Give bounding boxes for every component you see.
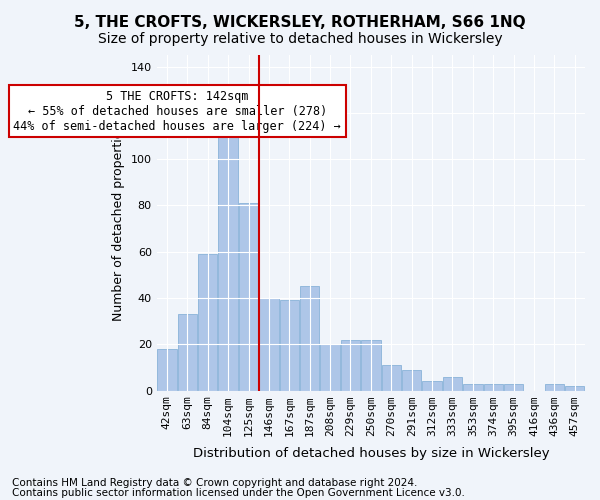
Bar bbox=[484, 384, 503, 390]
Bar bbox=[178, 314, 197, 390]
Text: 5 THE CROFTS: 142sqm
← 55% of detached houses are smaller (278)
44% of semi-deta: 5 THE CROFTS: 142sqm ← 55% of detached h… bbox=[13, 90, 341, 132]
Bar bbox=[341, 340, 360, 390]
Bar bbox=[157, 349, 176, 391]
Y-axis label: Number of detached properties: Number of detached properties bbox=[112, 124, 125, 322]
Bar bbox=[280, 300, 299, 390]
Bar bbox=[259, 298, 278, 390]
Text: 5, THE CROFTS, WICKERSLEY, ROTHERHAM, S66 1NQ: 5, THE CROFTS, WICKERSLEY, ROTHERHAM, S6… bbox=[74, 15, 526, 30]
Bar bbox=[504, 384, 523, 390]
Bar bbox=[463, 384, 482, 390]
Bar bbox=[545, 384, 564, 390]
Bar bbox=[402, 370, 421, 390]
Bar bbox=[361, 340, 380, 390]
Bar bbox=[443, 376, 462, 390]
Text: Size of property relative to detached houses in Wickersley: Size of property relative to detached ho… bbox=[98, 32, 502, 46]
Bar bbox=[218, 118, 238, 390]
Bar bbox=[239, 203, 258, 390]
Bar bbox=[565, 386, 584, 390]
Text: Contains public sector information licensed under the Open Government Licence v3: Contains public sector information licen… bbox=[12, 488, 465, 498]
Bar bbox=[320, 344, 340, 391]
Bar bbox=[382, 365, 401, 390]
Text: Contains HM Land Registry data © Crown copyright and database right 2024.: Contains HM Land Registry data © Crown c… bbox=[12, 478, 418, 488]
Bar bbox=[422, 382, 442, 390]
X-axis label: Distribution of detached houses by size in Wickersley: Distribution of detached houses by size … bbox=[193, 447, 549, 460]
Bar bbox=[198, 254, 217, 390]
Bar bbox=[300, 286, 319, 391]
